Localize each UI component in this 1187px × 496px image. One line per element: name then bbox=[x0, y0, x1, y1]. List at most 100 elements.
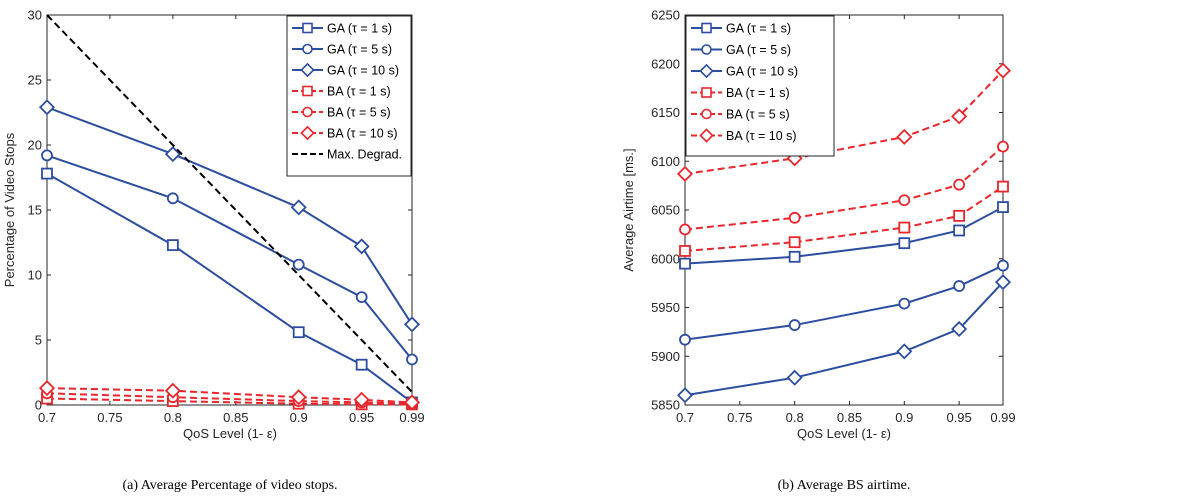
series-5 bbox=[38, 380, 421, 411]
y-tick-label: 25 bbox=[28, 73, 42, 88]
legend-label: GA (τ = 10 s) bbox=[327, 64, 399, 78]
series-3 bbox=[679, 180, 1009, 257]
y-tick-label: 15 bbox=[28, 203, 42, 218]
x-tick-label: 0.99 bbox=[990, 410, 1015, 425]
y-axis-label: Percentage of Video Stops bbox=[2, 132, 17, 287]
data-point bbox=[679, 245, 691, 257]
data-point bbox=[166, 239, 179, 252]
data-point bbox=[898, 221, 911, 234]
data-point bbox=[951, 320, 968, 337]
y-tick-label: 5950 bbox=[651, 300, 680, 315]
data-point bbox=[788, 236, 801, 249]
legend-label: BA (τ = 5 s) bbox=[327, 106, 391, 120]
x-tick-label: 0.75 bbox=[727, 410, 752, 425]
legend-marker bbox=[701, 108, 712, 120]
data-point bbox=[290, 389, 307, 406]
x-tick-label: 0.9 bbox=[895, 410, 913, 425]
legend-marker bbox=[302, 22, 313, 34]
x-tick-label: 0.8 bbox=[786, 410, 804, 425]
legend-label: BA (τ = 5 s) bbox=[726, 108, 790, 122]
legend-label: GA (τ = 1 s) bbox=[726, 22, 791, 36]
legend-marker bbox=[300, 125, 315, 141]
x-tick-label: 0.9 bbox=[290, 410, 308, 425]
y-tick-label: 6000 bbox=[651, 251, 680, 266]
series-6 bbox=[46, 14, 413, 393]
data-point bbox=[679, 223, 691, 236]
legend-label: GA (τ = 5 s) bbox=[726, 43, 791, 57]
chart-panel-a: 0.7 0.75 0.8 0.85 0.9 0.95 0.99 0 5 10 15 20 25 30 QoS… bbox=[2, 8, 425, 494]
legend-marker bbox=[701, 87, 712, 98]
data-point bbox=[896, 128, 913, 145]
data-point bbox=[38, 380, 56, 397]
legend-marker bbox=[699, 128, 714, 143]
data-point bbox=[38, 99, 56, 116]
legend-marker bbox=[302, 43, 313, 55]
data-point bbox=[994, 274, 1012, 291]
y-tick-label: 0 bbox=[35, 398, 42, 413]
data-point bbox=[292, 258, 305, 271]
y-tick-label: 20 bbox=[28, 138, 42, 153]
y-tick-label: 6200 bbox=[651, 56, 680, 71]
legend-label: BA (τ = 1 s) bbox=[726, 86, 790, 100]
series-line bbox=[46, 397, 412, 406]
data-point bbox=[953, 178, 966, 191]
data-point bbox=[355, 358, 368, 371]
series-0 bbox=[41, 167, 418, 409]
data-point bbox=[788, 211, 801, 224]
data-point bbox=[292, 326, 305, 339]
legend-label: BA (τ = 1 s) bbox=[327, 85, 391, 99]
data-point bbox=[353, 391, 370, 408]
data-point bbox=[164, 146, 181, 163]
y-tick-label: 6050 bbox=[651, 203, 680, 218]
data-point bbox=[896, 343, 913, 360]
series-0 bbox=[679, 201, 1009, 270]
legend-marker bbox=[701, 44, 712, 55]
y-tick-label: 10 bbox=[28, 268, 42, 283]
legend: GA (τ = 1 s) GA (τ = 5 s) GA (τ = 10 s) BA … bbox=[286, 15, 412, 177]
legend-marker bbox=[701, 22, 712, 34]
data-point bbox=[290, 199, 307, 216]
data-point bbox=[403, 316, 421, 333]
data-point bbox=[898, 297, 911, 310]
data-point bbox=[953, 280, 966, 292]
y-tick-label: 30 bbox=[28, 8, 42, 23]
x-tick-label: 0.75 bbox=[97, 410, 122, 425]
legend-marker bbox=[302, 106, 313, 118]
legend-label: BA (τ = 10 s) bbox=[726, 129, 797, 143]
data-point bbox=[953, 224, 966, 237]
data-point bbox=[355, 291, 368, 304]
data-point bbox=[679, 257, 691, 270]
data-point bbox=[676, 387, 694, 404]
x-tick-label: 0.85 bbox=[837, 410, 862, 425]
data-point bbox=[676, 165, 694, 182]
x-tick-label: 0.95 bbox=[946, 410, 971, 425]
x-tick-label: 0.99 bbox=[399, 410, 424, 425]
legend: GA (τ = 1 s) GA (τ = 5 s) GA (τ = 10 s) BA … bbox=[685, 15, 835, 157]
legend-label: GA (τ = 1 s) bbox=[327, 22, 392, 36]
data-point bbox=[41, 167, 53, 180]
figure-caption: (b) Average BS airtime. bbox=[778, 478, 911, 493]
y-tick-label: 5900 bbox=[651, 349, 680, 364]
data-point bbox=[788, 319, 801, 331]
legend-label: Max. Degrad. bbox=[327, 148, 402, 162]
x-tick-label: 0.95 bbox=[349, 410, 374, 425]
series-2 bbox=[38, 99, 421, 333]
data-point bbox=[898, 237, 911, 250]
legend-marker bbox=[300, 62, 315, 78]
x-tick-label: 0.85 bbox=[223, 410, 248, 425]
y-tick-label: 6100 bbox=[651, 154, 680, 169]
series-line bbox=[46, 387, 413, 404]
x-tick-label: 0.8 bbox=[164, 410, 182, 425]
data-point bbox=[997, 180, 1009, 193]
series-2 bbox=[676, 274, 1012, 404]
x-axis-label: QoS Level (1- ε) bbox=[797, 426, 891, 441]
data-point bbox=[786, 369, 803, 386]
figure-caption: (a) Average Percentage of video stops. bbox=[122, 478, 337, 493]
data-point bbox=[997, 259, 1009, 272]
series-4 bbox=[679, 140, 1009, 236]
data-point bbox=[353, 238, 370, 255]
data-point bbox=[41, 149, 53, 162]
chart-panel-b: 0.7 0.75 0.8 0.85 0.9 0.95 0.99 5850 5900 5950 600… bbox=[621, 8, 1016, 494]
legend-marker bbox=[699, 63, 714, 79]
